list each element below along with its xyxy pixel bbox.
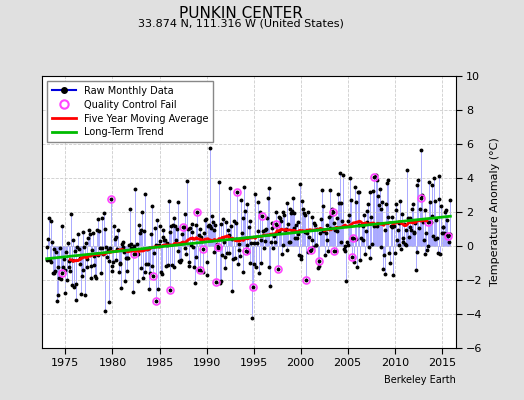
Text: Berkeley Earth: Berkeley Earth: [384, 375, 456, 385]
Text: 33.874 N, 111.316 W (United States): 33.874 N, 111.316 W (United States): [138, 18, 344, 28]
Legend: Raw Monthly Data, Quality Control Fail, Five Year Moving Average, Long-Term Tren: Raw Monthly Data, Quality Control Fail, …: [47, 81, 213, 142]
Y-axis label: Temperature Anomaly (°C): Temperature Anomaly (°C): [490, 138, 500, 286]
Text: PUNKIN CENTER: PUNKIN CENTER: [179, 6, 303, 21]
